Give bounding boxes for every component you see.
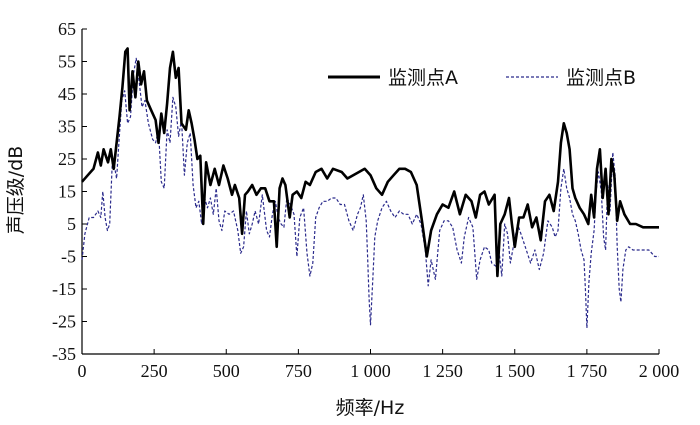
x-tick-label: 750: [285, 361, 312, 381]
x-axis-title: 频率/Hz: [336, 397, 405, 419]
x-tick-label: 1 500: [495, 361, 536, 381]
y-tick-label: 65: [58, 19, 76, 39]
y-tick-label: -5: [61, 247, 76, 267]
legend-label-a: 监测点A: [388, 67, 458, 89]
y-tick-label: 45: [58, 84, 76, 104]
y-tick-label: 55: [58, 52, 76, 72]
x-tick-label: 1 000: [350, 361, 391, 381]
legend: 监测点A 监测点B: [328, 67, 636, 89]
y-tick-label: 25: [58, 149, 76, 169]
series-line-a: [81, 47, 659, 278]
x-tick-label: 500: [213, 361, 240, 381]
ticks: 65 55 45 35 25 15 5 -5 -15 -25 -350 250 500 750 1 000 1…: [52, 19, 679, 381]
y-tick-label: -35: [52, 344, 76, 364]
y-axis-title: 声压级/dB: [5, 146, 27, 235]
series-group: [81, 47, 659, 329]
y-tick-label: -15: [52, 279, 76, 299]
y-tick-label: 35: [58, 117, 76, 137]
x-tick-label: 1 250: [422, 361, 463, 381]
x-tick-label: 2 000: [639, 361, 680, 381]
x-tick-label: 0: [78, 361, 87, 381]
y-tick-label: -25: [52, 312, 76, 332]
legend-label-b: 监测点B: [566, 67, 636, 89]
y-tick-label: 15: [58, 182, 76, 202]
x-tick-label: 1 750: [567, 361, 608, 381]
y-tick-label: 5: [67, 214, 76, 234]
x-tick-label: 250: [141, 361, 168, 381]
